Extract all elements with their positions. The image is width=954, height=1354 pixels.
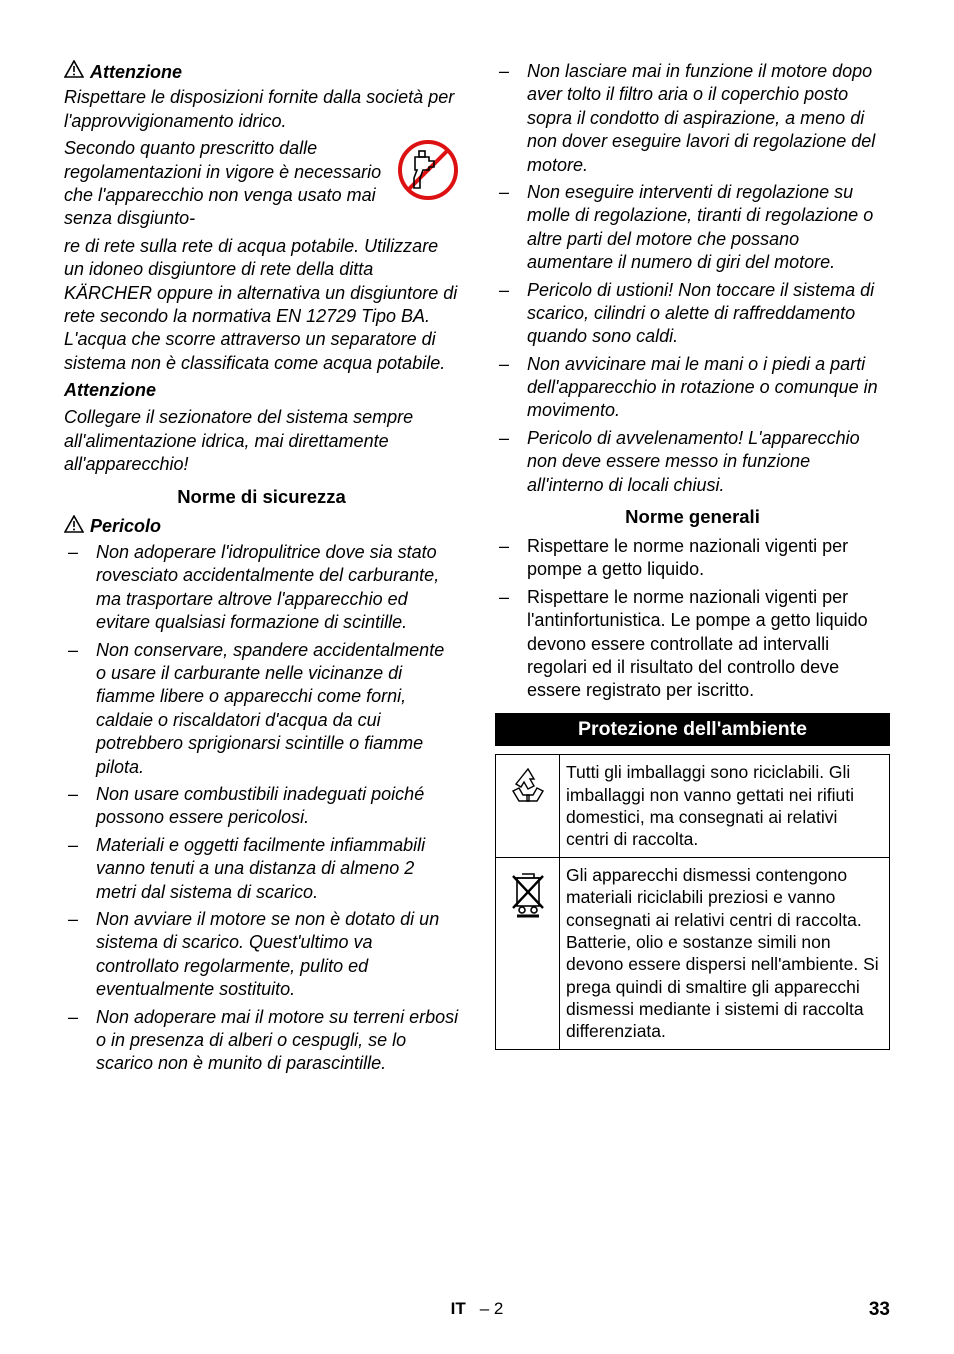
attention-text-3: Collegare il sezionatore del sistema sem… bbox=[64, 406, 459, 476]
list-item: Pericolo di avvelenamento! L'apparecchio… bbox=[495, 427, 890, 497]
list-item-text: Non lasciare mai in funzione il motore d… bbox=[527, 60, 890, 177]
attention-heading-1: Attenzione bbox=[64, 60, 459, 84]
list-item-text: Non adoperare mai il motore su terreni e… bbox=[96, 1006, 459, 1076]
list-item: Non adoperare l'idropulitrice dove sia s… bbox=[64, 541, 459, 635]
list-item-text: Non avviare il motore se non è dotato di… bbox=[96, 908, 459, 1002]
general-rules-heading: Norme generali bbox=[495, 505, 890, 529]
list-item-text: Pericolo di ustioni! Non toccare il sist… bbox=[527, 279, 890, 349]
environment-protection-heading: Protezione dell'ambiente bbox=[495, 713, 890, 746]
env-text-1: Tutti gli imballaggi sono riciclabili. G… bbox=[560, 755, 890, 858]
list-item: Pericolo di ustioni! Non toccare il sist… bbox=[495, 279, 890, 349]
list-item: Rispettare le norme nazionali vigenti pe… bbox=[495, 535, 890, 582]
page-footer: IT – 2 33 bbox=[0, 1298, 954, 1320]
no-tap-connection-icon bbox=[397, 139, 459, 207]
attention-text-1: Rispettare le disposizioni fornite dalla… bbox=[64, 86, 459, 133]
page-number: 33 bbox=[869, 1298, 890, 1323]
danger-heading: Pericolo bbox=[64, 515, 459, 539]
list-item-text: Pericolo di avvelenamento! L'apparecchio… bbox=[527, 427, 890, 497]
list-item-text: Rispettare le norme nazionali vigenti pe… bbox=[527, 586, 890, 703]
list-item-text: Materiali e oggetti facilmente infiammab… bbox=[96, 834, 459, 904]
list-item: Rispettare le norme nazionali vigenti pe… bbox=[495, 586, 890, 703]
list-item-text: Non usare combustibili inadeguati poiché… bbox=[96, 783, 459, 830]
left-column: Attenzione Rispettare le disposizioni fo… bbox=[64, 60, 459, 1080]
footer-sub: – 2 bbox=[480, 1299, 504, 1318]
list-item: Non usare combustibili inadeguati poiché… bbox=[64, 783, 459, 830]
safety-rules-heading: Norme di sicurezza bbox=[64, 485, 459, 509]
footer-lang: IT bbox=[451, 1299, 466, 1318]
danger-label: Pericolo bbox=[90, 515, 161, 538]
table-row: Gli apparecchi dismessi contengono mater… bbox=[496, 857, 890, 1049]
list-item: Non adoperare mai il motore su terreni e… bbox=[64, 1006, 459, 1076]
list-item: Non lasciare mai in funzione il motore d… bbox=[495, 60, 890, 177]
no-household-waste-icon bbox=[496, 857, 560, 1049]
list-item-text: Non adoperare l'idropulitrice dove sia s… bbox=[96, 541, 459, 635]
general-list: Rispettare le norme nazionali vigenti pe… bbox=[495, 535, 890, 703]
list-item-text: Rispettare le norme nazionali vigenti pe… bbox=[527, 535, 890, 582]
environment-table: Tutti gli imballaggi sono riciclabili. G… bbox=[495, 754, 890, 1050]
list-item: Materiali e oggetti facilmente infiammab… bbox=[64, 834, 459, 904]
warning-triangle-icon bbox=[64, 515, 84, 539]
list-item-text: Non eseguire interventi di regolazione s… bbox=[527, 181, 890, 275]
right-column: Non lasciare mai in funzione il motore d… bbox=[495, 60, 890, 1080]
list-item: Non conservare, spandere accidentalmente… bbox=[64, 639, 459, 779]
table-row: Tutti gli imballaggi sono riciclabili. G… bbox=[496, 755, 890, 858]
list-item: Non eseguire interventi di regolazione s… bbox=[495, 181, 890, 275]
danger-list-right: Non lasciare mai in funzione il motore d… bbox=[495, 60, 890, 497]
list-item-text: Non conservare, spandere accidentalmente… bbox=[96, 639, 459, 779]
list-item-text: Non avvicinare mai le mani o i piedi a p… bbox=[527, 353, 890, 423]
env-text-2: Gli apparecchi dismessi contengono mater… bbox=[560, 857, 890, 1049]
warning-triangle-icon bbox=[64, 60, 84, 84]
attention-heading-2: Attenzione bbox=[64, 379, 459, 402]
danger-list-left: Non adoperare l'idropulitrice dove sia s… bbox=[64, 541, 459, 1076]
attention-text-2b: re di rete sulla rete di acqua potabile.… bbox=[64, 235, 459, 375]
list-item: Non avvicinare mai le mani o i piedi a p… bbox=[495, 353, 890, 423]
list-item: Non avviare il motore se non è dotato di… bbox=[64, 908, 459, 1002]
recycle-packaging-icon bbox=[496, 755, 560, 858]
attention-label: Attenzione bbox=[90, 61, 182, 84]
